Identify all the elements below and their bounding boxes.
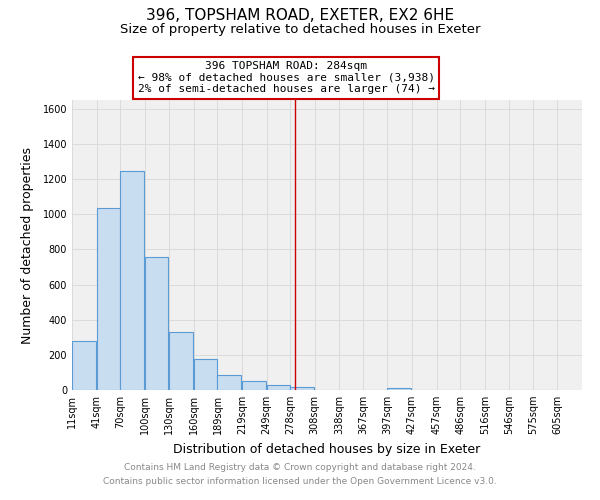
Bar: [388, 388, 411, 390]
Text: Contains public sector information licensed under the Open Government Licence v3: Contains public sector information licen…: [103, 477, 497, 486]
Bar: [169, 332, 193, 390]
X-axis label: Distribution of detached houses by size in Exeter: Distribution of detached houses by size …: [173, 442, 481, 456]
Bar: [97, 208, 120, 390]
Bar: [120, 171, 144, 390]
Bar: [242, 381, 266, 390]
Text: 396 TOPSHAM ROAD: 284sqm
← 98% of detached houses are smaller (3,938)
2% of semi: 396 TOPSHAM ROAD: 284sqm ← 98% of detach…: [138, 61, 434, 94]
Bar: [194, 359, 217, 390]
Bar: [266, 384, 290, 390]
Bar: [290, 388, 314, 390]
Bar: [145, 258, 169, 390]
Bar: [217, 375, 241, 390]
Text: 396, TOPSHAM ROAD, EXETER, EX2 6HE: 396, TOPSHAM ROAD, EXETER, EX2 6HE: [146, 8, 454, 22]
Text: Contains HM Land Registry data © Crown copyright and database right 2024.: Contains HM Land Registry data © Crown c…: [124, 464, 476, 472]
Bar: [72, 341, 96, 390]
Y-axis label: Number of detached properties: Number of detached properties: [21, 146, 34, 344]
Text: Size of property relative to detached houses in Exeter: Size of property relative to detached ho…: [120, 22, 480, 36]
